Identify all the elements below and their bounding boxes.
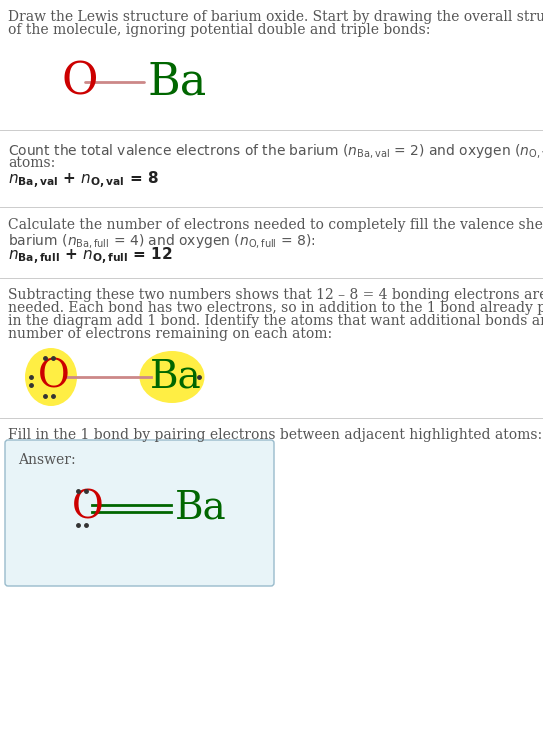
Text: Subtracting these two numbers shows that 12 – 8 = 4 bonding electrons are: Subtracting these two numbers shows that… [8, 288, 543, 302]
Text: Fill in the 1 bond by pairing electrons between adjacent highlighted atoms:: Fill in the 1 bond by pairing electrons … [8, 428, 542, 442]
Text: Count the total valence electrons of the barium ($n_{\mathregular{Ba,val}}$ = 2): Count the total valence electrons of the… [8, 142, 543, 160]
Text: Calculate the number of electrons needed to completely fill the valence shells f: Calculate the number of electrons needed… [8, 218, 543, 232]
FancyBboxPatch shape [5, 440, 274, 586]
Ellipse shape [25, 348, 77, 406]
Text: barium ($n_{\mathregular{Ba,full}}$ = 4) and oxygen ($n_{\mathregular{O,full}}$ : barium ($n_{\mathregular{Ba,full}}$ = 4)… [8, 232, 315, 250]
Text: atoms:: atoms: [8, 156, 55, 170]
Text: needed. Each bond has two electrons, so in addition to the 1 bond already presen: needed. Each bond has two electrons, so … [8, 301, 543, 315]
Text: O: O [62, 60, 98, 104]
Text: Draw the Lewis structure of barium oxide. Start by drawing the overall structure: Draw the Lewis structure of barium oxide… [8, 10, 543, 24]
Ellipse shape [140, 351, 205, 403]
Text: $n_{\mathregular{Ba,val}}$ + $n_{\mathregular{O,val}}$ = 8: $n_{\mathregular{Ba,val}}$ + $n_{\mathre… [8, 170, 159, 192]
Text: O: O [72, 489, 104, 526]
Text: Ba: Ba [175, 489, 227, 526]
Text: O: O [38, 358, 70, 396]
Text: number of electrons remaining on each atom:: number of electrons remaining on each at… [8, 327, 332, 341]
Text: Ba: Ba [150, 358, 202, 396]
Text: $n_{\mathregular{Ba,full}}$ + $n_{\mathregular{O,full}}$ = 12: $n_{\mathregular{Ba,full}}$ + $n_{\mathr… [8, 246, 173, 268]
Text: in the diagram add 1 bond. Identify the atoms that want additional bonds and the: in the diagram add 1 bond. Identify the … [8, 314, 543, 328]
Text: of the molecule, ignoring potential double and triple bonds:: of the molecule, ignoring potential doub… [8, 23, 431, 37]
Text: Answer:: Answer: [18, 453, 75, 467]
Text: Ba: Ba [148, 60, 207, 104]
